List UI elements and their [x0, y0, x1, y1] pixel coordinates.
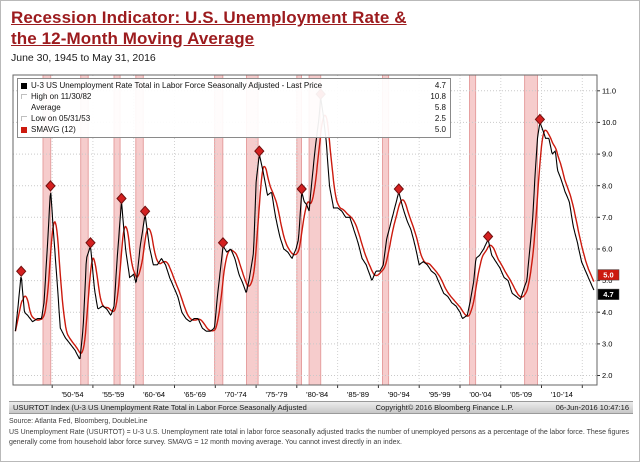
peak-marker: [482, 231, 494, 243]
x-tick-label: '60-'64: [143, 390, 165, 399]
y-tick-label: 8.0: [602, 182, 612, 191]
x-tick-label: '75-'79: [265, 390, 287, 399]
y-tick-label: 2.0: [602, 372, 612, 381]
x-tick-label: '05-'09: [510, 390, 532, 399]
x-tick-label: '95-'99: [429, 390, 451, 399]
legend-label: SMAVG (12): [31, 125, 76, 135]
legend-row: SMAVG (12) 5.0: [21, 124, 446, 135]
source-note: Source: Atlanta Fed, Bloomberg, DoubleLi…: [9, 418, 148, 426]
y-tick-label: 9.0: [602, 150, 612, 159]
disclaimer-text: US Unemployment Rate (USURTOT) = U-3 U.S…: [9, 429, 629, 447]
peak-marker: [139, 205, 151, 218]
y-tick-label: 10.0: [602, 118, 617, 127]
x-tick-label: '10-'14: [551, 390, 573, 399]
recession-band: [469, 74, 477, 386]
peak-marker: [217, 237, 229, 250]
notes-block: Source: Atlanta Fed, Bloomberg, DoubleLi…: [1, 414, 639, 447]
legend-row: U-3 US Unemployment Rate Total in Labor …: [21, 80, 446, 91]
smavg-line: [14, 114, 595, 355]
x-tick-label: '00-'04: [469, 390, 491, 399]
last-price-badge: [597, 269, 620, 281]
footer-timestamp: 06-Jun-2016 10:47:16: [555, 403, 629, 413]
high-marker-icon: [21, 94, 27, 100]
x-tick-label: '50-'54: [61, 390, 83, 399]
legend-row: Average 5.8: [21, 102, 446, 113]
peak-marker: [393, 183, 404, 196]
x-tick-label: '85-'89: [347, 390, 369, 399]
page-title: Recession Indicator: U.S. Unemployment R…: [11, 8, 627, 49]
peak-marker: [45, 180, 56, 193]
chart-area: 2.0 3.0 4.0 5.0 6.0 7.0 8.0 9.0 10.0 11.0 '50-'54 '…: [9, 69, 633, 415]
chart-legend: U-3 US Unemployment Rate Total in Labor …: [17, 78, 451, 139]
y-tick-label: 7.0: [602, 213, 612, 222]
peak-marker: [16, 266, 27, 278]
legend-value: 5.0: [434, 125, 446, 135]
x-tick-label: '65-'69: [184, 390, 206, 399]
peak-marker: [254, 145, 265, 158]
last-price-badge: [597, 289, 620, 301]
black-series-swatch: [21, 82, 27, 89]
peak-marker: [116, 193, 127, 205]
title-line-1: Recession Indicator: U.S. Unemployment R…: [11, 8, 407, 27]
y-tick-label: 4.0: [602, 308, 612, 317]
red-series-swatch: [21, 126, 27, 133]
x-tick-label: '90-'94: [388, 390, 410, 399]
y-tick-label: 11.0: [602, 87, 616, 96]
y-tick-label: 6.0: [602, 245, 612, 254]
y-tick-label: 5.0: [602, 277, 612, 286]
legend-label: High on 11/30/82: [31, 92, 92, 102]
legend-row: High on 11/30/82 10.8: [21, 91, 446, 102]
last-price-badge-label: 4.7: [603, 291, 613, 300]
plot-border: [12, 74, 598, 386]
legend-label: Low on 05/31/53: [31, 114, 91, 124]
peak-marker: [296, 183, 307, 196]
peak-marker: [85, 237, 96, 250]
x-tick-label: '70-'74: [225, 390, 247, 399]
legend-value: 5.8: [434, 103, 446, 113]
x-tick-label: '80-'84: [306, 390, 328, 399]
x-tick-label: '55-'59: [102, 390, 124, 399]
legend-row: Low on 05/31/53 2.5: [21, 113, 446, 124]
footer-copyright: Copyright© 2016 Bloomberg Finance L.P.: [375, 403, 514, 413]
unemployment-line: [14, 97, 595, 360]
chart-footer-bar: USURTOT Index (U-3 US Unemployment Rate …: [9, 401, 633, 415]
last-price-badge-label: 5.0: [603, 271, 613, 280]
legend-value: 4.7: [434, 81, 446, 91]
legend-value: 2.5: [434, 114, 446, 124]
legend-label: U-3 US Unemployment Rate Total in Labor …: [31, 81, 323, 91]
low-marker-icon: [21, 116, 27, 122]
date-range-subtitle: June 30, 1945 to May 31, 2016: [11, 52, 156, 65]
title-block: Recession Indicator: U.S. Unemployment R…: [1, 1, 639, 64]
y-tick-label: 3.0: [602, 340, 612, 349]
footer-ticker-text: USURTOT Index (U-3 US Unemployment Rate …: [13, 403, 307, 413]
title-line-2: the 12-Month Moving Average: [11, 28, 255, 48]
legend-value: 10.8: [430, 92, 446, 102]
legend-label: Average: [31, 103, 61, 113]
peak-marker: [534, 114, 546, 126]
